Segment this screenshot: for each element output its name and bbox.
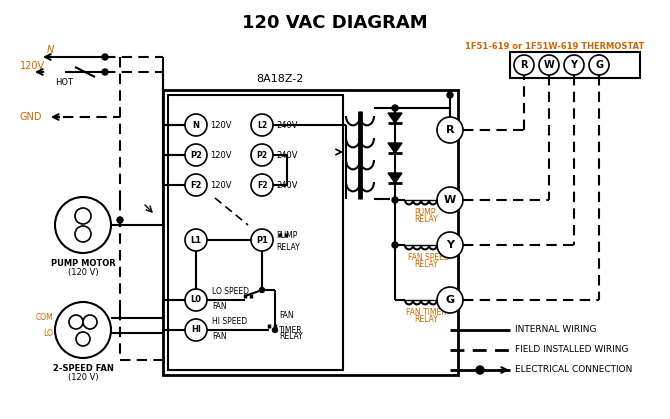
- Circle shape: [69, 315, 83, 329]
- Circle shape: [514, 55, 534, 75]
- Text: W: W: [444, 195, 456, 205]
- Text: FAN: FAN: [212, 332, 226, 341]
- Text: (120 V): (120 V): [68, 268, 98, 277]
- Text: RELAY: RELAY: [414, 215, 438, 224]
- Circle shape: [75, 226, 91, 242]
- Circle shape: [251, 114, 273, 136]
- Circle shape: [259, 287, 265, 292]
- Circle shape: [392, 242, 398, 248]
- Circle shape: [589, 55, 609, 75]
- Circle shape: [251, 229, 273, 251]
- Text: INTERNAL WIRING: INTERNAL WIRING: [515, 326, 596, 334]
- Polygon shape: [388, 173, 402, 183]
- Text: P2: P2: [190, 150, 202, 160]
- Text: 120V: 120V: [20, 61, 45, 71]
- Text: 2-SPEED FAN: 2-SPEED FAN: [52, 364, 113, 373]
- Circle shape: [437, 117, 463, 143]
- Text: R: R: [520, 60, 528, 70]
- Text: RELAY: RELAY: [414, 315, 438, 324]
- Bar: [163, 90, 458, 375]
- Circle shape: [185, 174, 207, 196]
- Circle shape: [185, 144, 207, 166]
- Text: 120V: 120V: [210, 121, 232, 129]
- Text: HI: HI: [191, 326, 201, 334]
- Text: F2: F2: [257, 181, 267, 189]
- Bar: [168, 95, 343, 370]
- Polygon shape: [388, 113, 402, 123]
- Text: HI SPEED: HI SPEED: [212, 317, 247, 326]
- Circle shape: [185, 229, 207, 251]
- Text: G: G: [446, 295, 454, 305]
- Text: PUMP: PUMP: [276, 231, 297, 240]
- Text: RELAY: RELAY: [276, 243, 299, 252]
- Circle shape: [437, 232, 463, 258]
- Text: FAN: FAN: [212, 302, 226, 311]
- Circle shape: [447, 92, 453, 98]
- Circle shape: [476, 366, 484, 374]
- Text: F2: F2: [190, 181, 202, 189]
- Text: L0: L0: [190, 295, 202, 305]
- Text: RELAY: RELAY: [279, 332, 303, 341]
- Circle shape: [251, 144, 273, 166]
- Circle shape: [102, 54, 108, 60]
- Text: HOT: HOT: [55, 78, 73, 87]
- Bar: [510, 52, 640, 78]
- Text: 240V: 240V: [276, 121, 297, 129]
- Text: Y: Y: [570, 60, 578, 70]
- Text: ELECTRICAL CONNECTION: ELECTRICAL CONNECTION: [515, 365, 632, 375]
- Polygon shape: [388, 143, 402, 153]
- Circle shape: [185, 114, 207, 136]
- Circle shape: [251, 174, 273, 196]
- Text: P2: P2: [257, 150, 267, 160]
- Text: W: W: [543, 60, 554, 70]
- Circle shape: [539, 55, 559, 75]
- Text: FIELD INSTALLED WIRING: FIELD INSTALLED WIRING: [515, 346, 628, 354]
- Text: P1: P1: [256, 235, 268, 245]
- Circle shape: [564, 55, 584, 75]
- Circle shape: [392, 197, 398, 203]
- Text: 240V: 240V: [276, 150, 297, 160]
- Text: 8A18Z-2: 8A18Z-2: [257, 74, 304, 84]
- Text: GND: GND: [20, 112, 42, 122]
- Circle shape: [185, 289, 207, 311]
- Circle shape: [273, 328, 277, 333]
- Circle shape: [185, 319, 207, 341]
- Text: 240V: 240V: [276, 181, 297, 189]
- Text: L2: L2: [257, 121, 267, 129]
- Text: FAN SPEED: FAN SPEED: [408, 253, 450, 262]
- Text: Y: Y: [446, 240, 454, 250]
- Text: LO: LO: [43, 328, 53, 337]
- Circle shape: [102, 69, 108, 75]
- Text: FAN: FAN: [279, 311, 293, 320]
- Text: (120 V): (120 V): [68, 373, 98, 382]
- Text: L1: L1: [190, 235, 202, 245]
- Circle shape: [392, 105, 398, 111]
- Text: TIMER: TIMER: [279, 326, 303, 335]
- Circle shape: [437, 187, 463, 213]
- Circle shape: [437, 287, 463, 313]
- Text: LO SPEED: LO SPEED: [212, 287, 249, 296]
- Text: 1F51-619 or 1F51W-619 THERMOSTAT: 1F51-619 or 1F51W-619 THERMOSTAT: [465, 41, 645, 51]
- Text: 120V: 120V: [210, 181, 232, 189]
- Circle shape: [55, 197, 111, 253]
- Text: COM: COM: [36, 313, 53, 323]
- Text: N: N: [192, 121, 200, 129]
- Text: R: R: [446, 125, 454, 135]
- Circle shape: [55, 302, 111, 358]
- Text: HI: HI: [93, 344, 101, 352]
- Text: G: G: [595, 60, 603, 70]
- Circle shape: [117, 217, 123, 223]
- Text: FAN TIMER: FAN TIMER: [406, 308, 447, 317]
- Text: 120 VAC DIAGRAM: 120 VAC DIAGRAM: [242, 14, 428, 32]
- Text: PUMP: PUMP: [414, 208, 436, 217]
- Circle shape: [76, 332, 90, 346]
- Text: N: N: [47, 45, 54, 55]
- Circle shape: [75, 208, 91, 224]
- Text: 120V: 120V: [210, 150, 232, 160]
- Text: RELAY: RELAY: [414, 260, 438, 269]
- Text: PUMP MOTOR: PUMP MOTOR: [51, 259, 115, 268]
- Circle shape: [83, 315, 97, 329]
